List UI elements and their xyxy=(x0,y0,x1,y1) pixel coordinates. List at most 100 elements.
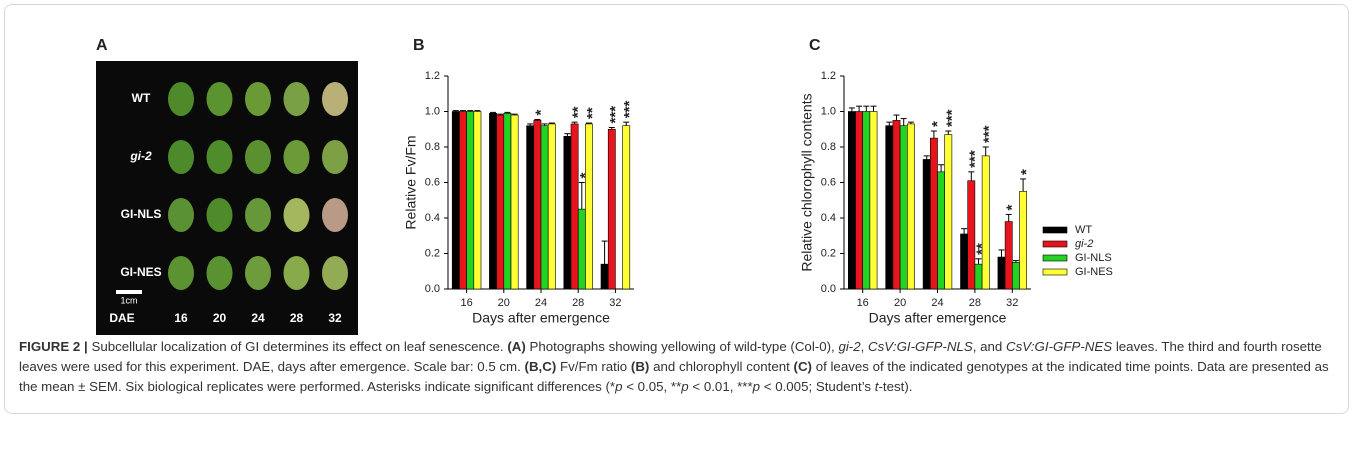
caption-run: Photographs showing yellowing of wild-ty… xyxy=(525,339,839,354)
caption-run: p xyxy=(681,379,689,394)
bar xyxy=(981,155,990,290)
col-label: 28 xyxy=(290,311,304,325)
leaf xyxy=(283,82,310,116)
bar xyxy=(570,123,579,290)
x-tick-label: 24 xyxy=(931,297,943,309)
significance-mark: * xyxy=(929,121,946,127)
scale-bar-label: 1cm xyxy=(120,295,137,305)
panel-label: B xyxy=(413,37,425,54)
y-tick-label: 1.0 xyxy=(821,105,836,117)
significance-mark: *** xyxy=(607,106,624,124)
leaf xyxy=(245,82,271,116)
panel-label: C xyxy=(809,37,821,54)
x-tick-label: 20 xyxy=(894,297,906,309)
x-tick-label: 32 xyxy=(1006,297,1018,309)
x-tick-label: 16 xyxy=(857,297,869,309)
x-tick-label: 20 xyxy=(498,297,510,309)
panel-label: A xyxy=(96,37,108,54)
significance-mark: *** xyxy=(966,150,983,168)
y-axis-label: Relative chlorophyll contents xyxy=(799,93,815,271)
bar xyxy=(906,123,915,290)
error-bar xyxy=(564,133,571,137)
error-bar xyxy=(490,111,496,114)
row-label: GI-NLS xyxy=(121,207,162,221)
y-tick-label: 1.2 xyxy=(425,70,440,82)
x-tick-label: 24 xyxy=(535,297,547,309)
leaf xyxy=(206,82,233,116)
bar xyxy=(862,111,871,290)
bar xyxy=(967,180,976,290)
bar xyxy=(855,111,863,290)
y-tick-label: 0.8 xyxy=(821,141,836,153)
bar xyxy=(510,114,519,290)
error-bar xyxy=(601,240,608,265)
bar xyxy=(600,263,609,290)
bar xyxy=(997,256,1006,290)
caption-run: < 0.01, *** xyxy=(688,379,753,394)
leaf xyxy=(322,140,348,174)
caption-run: of leaves of the indicated genotypes at … xyxy=(19,359,1329,394)
error-bar xyxy=(1012,260,1019,263)
y-tick-label: 0.8 xyxy=(425,141,440,153)
caption-run: < 0.005; Student’s xyxy=(760,379,875,394)
y-tick-label: 0.0 xyxy=(425,283,440,295)
legend-label: GI-NES xyxy=(1075,266,1113,278)
error-bar xyxy=(497,113,504,116)
bar xyxy=(622,125,631,290)
caption-run: p xyxy=(752,379,761,394)
error-bar xyxy=(998,249,1005,258)
error-bar xyxy=(1020,178,1027,192)
caption-run: leaves. The third and fourth rosette lea… xyxy=(19,339,1322,374)
caption-run: , xyxy=(860,339,869,354)
figure: A B C WT gi-2 GI-NLS GI-NES 16 20 24 28 32 DAE 1cm 0.0… xyxy=(4,4,1349,414)
bar xyxy=(974,263,983,290)
bar xyxy=(607,128,616,290)
row-label: WT xyxy=(132,91,151,105)
error-bar xyxy=(968,171,975,181)
bar xyxy=(540,125,549,290)
leaf xyxy=(322,198,348,232)
bar xyxy=(585,123,593,290)
y-tick-label: 0.2 xyxy=(425,247,440,259)
caption-run: Subcellular localization of GI determine… xyxy=(87,339,508,354)
x-tick-label: 28 xyxy=(572,297,584,309)
legend-swatch xyxy=(1042,240,1068,248)
leaf xyxy=(206,198,233,232)
bar xyxy=(899,125,908,290)
bar xyxy=(533,120,542,290)
leaf xyxy=(245,256,271,290)
legend-label: gi-2 xyxy=(1075,238,1093,250)
bar xyxy=(503,112,512,290)
leaf xyxy=(245,140,271,174)
bar xyxy=(577,208,586,290)
caption-run: , and xyxy=(972,339,1006,354)
caption-run: Fv/Fm ratio xyxy=(556,359,631,374)
error-bar xyxy=(886,121,893,126)
x-tick-label: 16 xyxy=(460,297,472,309)
caption-run: t xyxy=(874,379,879,394)
y-tick-label: 0.4 xyxy=(425,212,440,224)
bar xyxy=(885,125,894,290)
significance-mark: * xyxy=(1004,204,1021,210)
error-bar xyxy=(548,122,555,124)
error-bar xyxy=(930,130,937,139)
leaf xyxy=(168,256,194,290)
leaf xyxy=(168,82,194,116)
y-tick-label: 0.2 xyxy=(821,247,836,259)
bar xyxy=(451,111,460,290)
y-tick-label: 0.6 xyxy=(821,176,836,188)
error-bar xyxy=(907,121,914,124)
figure-panels: A B C WT gi-2 GI-NLS GI-NES 16 20 24 28 32 DAE 1cm 0.0… xyxy=(96,37,1113,335)
error-bar xyxy=(578,182,585,210)
significance-mark: * xyxy=(532,109,549,115)
error-bar xyxy=(460,110,466,112)
error-bar xyxy=(961,228,968,234)
bar xyxy=(1011,262,1020,290)
bar xyxy=(526,125,535,290)
caption-run: (B,C) xyxy=(524,359,557,374)
legend-swatch xyxy=(1042,268,1068,276)
significance-mark: * xyxy=(1018,169,1035,175)
x-tick-label: 32 xyxy=(609,297,621,309)
caption-run: (C) xyxy=(793,359,812,374)
bar xyxy=(459,111,467,290)
